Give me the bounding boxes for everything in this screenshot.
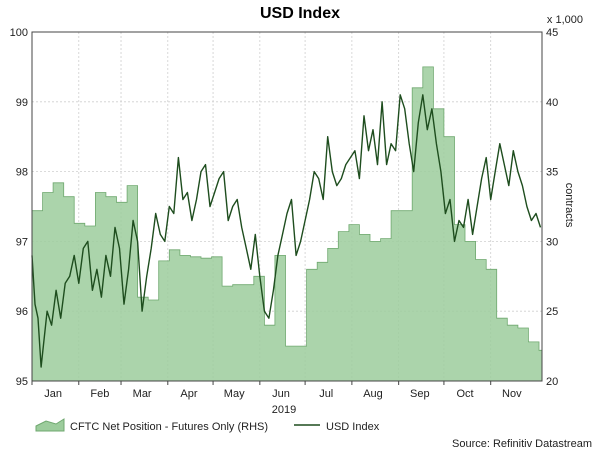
left-tick-label: 98 — [16, 167, 28, 179]
right-tick-label: 30 — [546, 236, 558, 248]
x-tick-label: Nov — [502, 388, 522, 400]
legend-swatch-cftc — [35, 418, 65, 432]
x-tick-label: Jul — [319, 388, 333, 400]
cftc-area — [31, 66, 543, 382]
x-tick-label: Mar — [133, 388, 152, 400]
x-tick-label: May — [224, 388, 245, 400]
x-tick-label: Oct — [456, 388, 473, 400]
left-tick-label: 97 — [16, 236, 28, 248]
x-axis-ticks: Jan Feb Mar Apr May Jun Jul Aug Sep Oct Nov — [31, 381, 522, 400]
x-tick-label: Sep — [410, 388, 430, 400]
x-tick-label: Jun — [272, 388, 290, 400]
left-tick-label: 99 — [16, 97, 28, 109]
x-axis-label: 2019 — [272, 404, 296, 416]
legend-label-cftc: CFTC Net Position - Futures Only (RHS) — [70, 421, 268, 433]
right-axis-unit-label: x 1,000 — [547, 14, 583, 26]
left-tick-label: 100 — [10, 27, 28, 39]
right-axis-ticks: 20 25 30 35 40 45 — [546, 27, 558, 388]
source-note: Source: Refinitiv Datastream — [452, 438, 592, 450]
right-tick-label: 45 — [546, 27, 558, 39]
x-tick-label: Aug — [363, 388, 383, 400]
plot-frame — [31, 31, 543, 382]
chart-title: USD Index — [260, 5, 340, 22]
x-tick-label: Jan — [44, 388, 62, 400]
left-tick-label: 95 — [16, 376, 28, 388]
usd-index-line — [31, 94, 542, 368]
legend: CFTC Net Position - Futures Only (RHS) U… — [35, 418, 380, 433]
left-tick-label: 96 — [16, 306, 28, 318]
right-tick-label: 25 — [546, 306, 558, 318]
right-tick-label: 40 — [546, 97, 558, 109]
x-tick-label: Apr — [180, 388, 197, 400]
x-tick-label: Feb — [90, 388, 109, 400]
cftc-area-series — [31, 66, 543, 382]
legend-label-usd-index: USD Index — [326, 421, 380, 433]
right-axis-label: contracts — [563, 183, 575, 228]
right-tick-label: 20 — [546, 376, 558, 388]
right-tick-label: 35 — [546, 167, 558, 179]
usd-index-line-series — [31, 94, 542, 368]
left-axis-ticks: 95 96 97 98 99 100 — [10, 27, 28, 388]
